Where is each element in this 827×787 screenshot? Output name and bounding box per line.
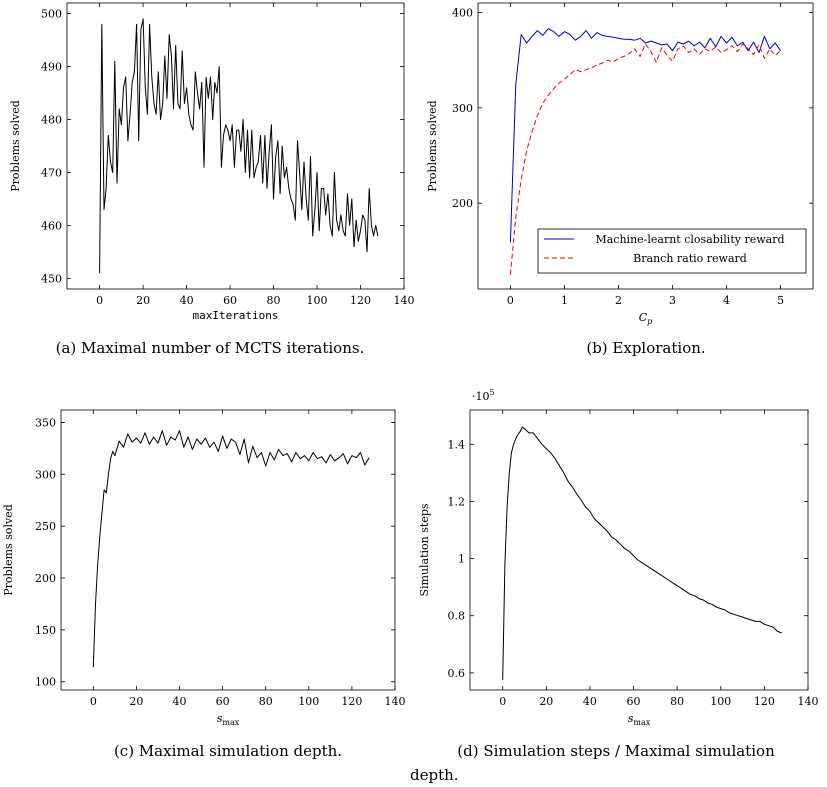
y-axis-label: Problems solved: [426, 100, 439, 191]
y-axis-label: Problems solved: [9, 100, 22, 191]
y-tick-label: 250: [35, 520, 56, 533]
y-tick-label: 300: [452, 102, 473, 115]
y-tick-label: 1: [458, 553, 465, 566]
caption: (b) Exploration.: [586, 339, 705, 357]
y-tick-label: 350: [35, 416, 56, 429]
y-tick-label: 1.4: [448, 438, 466, 451]
x-tick-label: 0: [90, 695, 97, 708]
chart-panel-b: 0 1 2 3 4 5 200 300 400 Problems solved Cp Machine-…: [426, 2, 814, 357]
x-tick-label: 1: [561, 294, 568, 307]
chart-panel-d: 0 20 40 60 80 100 120 140 0.6 0.8 1 1.2 1.4 Simulatio…: [410, 388, 819, 784]
x-tick-label: 5: [777, 294, 784, 307]
x-tick-label: 100: [307, 294, 328, 307]
x-axis-label: smax: [628, 712, 651, 727]
x-tick-label: 60: [627, 695, 641, 708]
y-tick-label: 100: [35, 676, 56, 689]
plot-frame: [469, 409, 809, 691]
y-tick-label: 500: [41, 8, 62, 21]
x-tick-label: 80: [670, 695, 684, 708]
x-tick-label: 100: [710, 695, 731, 708]
plot-frame: [60, 409, 396, 691]
legend-box: [537, 228, 807, 274]
x-tick-label: 120: [341, 695, 362, 708]
x-tick-label: 2: [615, 294, 622, 307]
plot-frame: [66, 2, 405, 290]
y-tick-label: 0.6: [448, 667, 466, 680]
y-tick-label: 200: [35, 572, 56, 585]
chart-panel-c: 0 20 40 60 80 100 120 140 100 150 200 250 300 350 Prob…: [2, 409, 406, 760]
x-axis-label: Cp: [639, 311, 653, 326]
y-tick-label: 400: [452, 7, 473, 20]
x-tick-label: 20: [136, 294, 150, 307]
x-tick-label: 120: [350, 294, 371, 307]
x-tick-label: 20: [539, 695, 553, 708]
legend-label-1: Machine-learnt closability reward: [595, 233, 784, 246]
y-tick-label: 150: [35, 624, 56, 637]
y-axis-label: Problems solved: [2, 504, 15, 595]
y-tick-label: 300: [35, 468, 56, 481]
y-tick-label: 470: [41, 166, 62, 179]
series-line-1: [502, 426, 782, 681]
y-tick-label: 1.2: [448, 495, 466, 508]
x-tick-label: 60: [216, 695, 230, 708]
x-tick-label: 3: [669, 294, 676, 307]
caption-line-1: (d) Simulation steps / Maximal simulatio…: [457, 742, 775, 760]
x-tick-label: 20: [129, 695, 143, 708]
y-tick-label: 450: [41, 272, 62, 285]
x-tick-label: 100: [298, 695, 319, 708]
x-tick-label: 4: [723, 294, 730, 307]
x-tick-label: 140: [798, 695, 819, 708]
x-tick-label: 40: [583, 695, 597, 708]
series-line-1: [92, 430, 370, 668]
x-tick-label: 80: [267, 294, 281, 307]
y-axis-multiplier: ·105: [472, 388, 495, 403]
x-tick-label: 120: [754, 695, 775, 708]
caption-line-2: depth.: [410, 766, 459, 784]
x-tick-label: 0: [499, 695, 506, 708]
x-axis-label: smax: [217, 712, 240, 727]
x-tick-label: 80: [259, 695, 273, 708]
y-axis-label: Simulation steps: [418, 503, 431, 596]
series-line-1: [99, 18, 379, 274]
caption: (c) Maximal simulation depth.: [114, 742, 342, 760]
x-tick-label: 40: [173, 695, 187, 708]
x-tick-label: 0: [96, 294, 103, 307]
y-tick-label: 460: [41, 219, 62, 232]
x-tick-label: 140: [394, 294, 415, 307]
series-line-1: [509, 28, 782, 243]
chart-panel-a: 0 20 40 60 80 100 120 140 450 460 470 480 490 500 Prob…: [9, 2, 415, 357]
y-tick-label: 490: [41, 61, 62, 74]
x-tick-label: 0: [507, 294, 514, 307]
y-tick-label: 480: [41, 114, 62, 127]
y-tick-label: 0.8: [448, 610, 466, 623]
x-tick-label: 140: [385, 695, 406, 708]
plot-frame: [477, 2, 814, 290]
series-line-2: [509, 43, 781, 275]
caption: (a) Maximal number of MCTS iterations.: [56, 339, 365, 357]
x-axis-label: maxIterations: [192, 309, 278, 322]
legend-label-2: Branch ratio reward: [633, 252, 747, 265]
y-tick-label: 200: [452, 197, 473, 210]
x-tick-label: 60: [223, 294, 237, 307]
x-tick-label: 40: [180, 294, 194, 307]
